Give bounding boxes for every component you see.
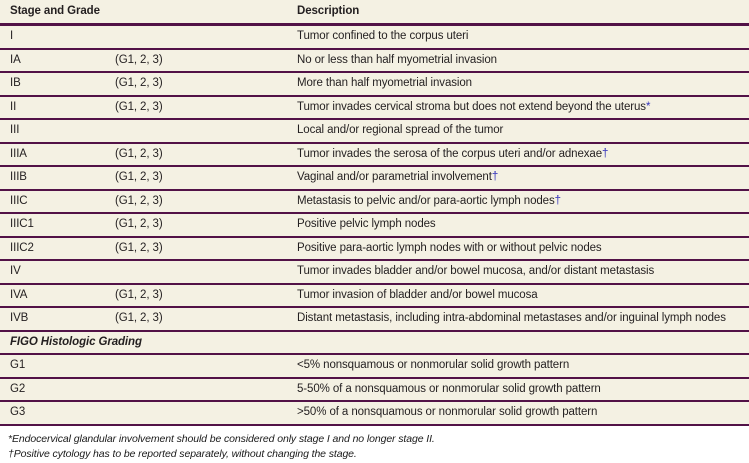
description-cell: Tumor invasion of bladder and/or bowel m… [297,283,749,308]
description-cell: Tumor confined to the corpus uteri [297,24,749,50]
stage-cell: III [0,119,115,144]
description-text: Tumor invasion of bladder and/or bowel m… [297,288,538,301]
stage-cell: IIIC1 [0,213,115,238]
grade-cell [115,24,298,50]
table-row: G1 <5% nonsquamous or nonmorular solid gr… [0,354,749,379]
description-cell: Positive pelvic lymph nodes [297,213,749,238]
stage-cell: IB [0,72,115,97]
description-text: Local and/or regional spread of the tumo… [297,124,504,137]
footnote-positive-cytology: †Positive cytology has to be reported se… [8,448,357,460]
description-text: More than half myometrial invasion [297,77,472,90]
grade-cell: (G1, 2, 3) [115,283,298,308]
grade-cell [115,354,298,379]
table-row: II (G1, 2, 3) Tumor invades cervical strom… [0,95,749,120]
section-header-row: FIGO Histologic Grading [0,330,749,355]
description-cell: 5-50% of a nonsquamous or nonmorular sol… [297,377,749,402]
stage-cell: IA [0,48,115,73]
grade-cell: (G1, 2, 3) [115,48,298,73]
grade-cell: (G1, 2, 3) [115,95,298,120]
grade-cell: (G1, 2, 3) [115,189,298,214]
column-header-description: Description [297,0,749,26]
footnotes: *Endocervical glandular involvement shou… [0,425,749,461]
description-text: Positive pelvic lymph nodes [297,218,436,231]
table-row: IIIB (G1, 2, 3) Vaginal and/or parametrial… [0,166,749,191]
stage-cell: IVB [0,307,115,332]
grade-cell: (G1, 2, 3) [115,213,298,238]
table-row: IIIA (G1, 2, 3) Tumor invades the serosa o… [0,142,749,167]
stage-cell: IIIC2 [0,236,115,261]
description-cell: Positive para-aortic lymph nodes with or… [297,236,749,261]
description-cell: No or less than half myometrial invasion [297,48,749,73]
grade-cell: (G1, 2, 3) [115,236,298,261]
table-row: I Tumor confined to the corpus uteri [0,24,749,50]
table-row: G3 >50% of a nonsquamous or nonmorular so… [0,401,749,426]
description-text: Distant metastasis, including intra-abdo… [297,312,726,325]
footnote-endocervical: *Endocervical glandular involvement shou… [8,432,435,445]
description-text: Tumor invades cervical stroma but does n… [297,100,646,113]
grade-cell: (G1, 2, 3) [115,72,298,97]
table-header-row: Stage and Grade Description [0,0,749,26]
description-cell: Tumor invades cervical stroma but does n… [297,95,749,120]
grade-cell [115,260,298,285]
table-row: IIIC (G1, 2, 3) Metastasis to pelvic and/o… [0,189,749,214]
footnote-marker: * [645,100,651,113]
grade-cell [115,119,298,144]
grade-cell [115,401,298,426]
description-cell: <5% nonsquamous or nonmorular solid grow… [297,354,749,379]
description-cell: Distant metastasis, including intra-abdo… [297,307,749,332]
stage-cell: IIIB [0,166,115,191]
table-row: IVA (G1, 2, 3) Tumor invasion of bladder a… [0,283,749,308]
stage-cell: IIIC [0,189,115,214]
description-cell: More than half myometrial invasion [297,72,749,97]
footnote-marker: † [491,171,499,184]
stage-cell: IVA [0,283,115,308]
description-text: Positive para-aortic lymph nodes with or… [297,241,602,254]
description-text: 5-50% of a nonsquamous or nonmorular sol… [297,382,601,395]
stage-cell: I [0,24,115,50]
table-row: IVB (G1, 2, 3) Distant metastasis, includi… [0,307,749,332]
stage-cell: IV [0,260,115,285]
stage-cell: II [0,95,115,120]
table-row: IIIC2 (G1, 2, 3) Positive para-aortic lymp… [0,236,749,261]
description-cell: Tumor invades bladder and/or bowel mucos… [297,260,749,285]
description-text: No or less than half myometrial invasion [297,53,497,66]
description-cell: Vaginal and/or parametrial involvement† [297,166,749,191]
table-row: IIIC1 (G1, 2, 3) Positive pelvic lymph nod… [0,213,749,238]
description-text: <5% nonsquamous or nonmorular solid grow… [297,359,570,372]
description-text: Tumor invades bladder and/or bowel mucos… [297,265,655,278]
description-text: Metastasis to pelvic and/or para-aortic … [297,194,555,207]
table-row: IV Tumor invades bladder and/or bowel muc… [0,260,749,285]
stage-cell: IIIA [0,142,115,167]
stage-cell: G3 [0,401,115,426]
table-row: G2 5-50% of a nonsquamous or nonmorular s… [0,377,749,402]
footnote-marker: † [602,147,609,160]
table-row: IA (G1, 2, 3) No or less than half myometr… [0,48,749,73]
stage-cell: G1 [0,354,115,379]
description-cell: >50% of a nonsquamous or nonmorular soli… [297,401,749,426]
grade-cell [115,377,298,402]
description-text: Vaginal and/or parametrial involvement [297,171,492,184]
table-row: IB (G1, 2, 3) More than half myometrial in… [0,72,749,97]
grade-cell: (G1, 2, 3) [115,142,298,167]
description-text: Tumor invades the serosa of the corpus u… [297,147,603,160]
staging-table-area: Stage and Grade Description I Tumor confi… [0,0,749,426]
footnote-marker: † [554,194,561,207]
description-cell: Local and/or regional spread of the tumo… [297,119,749,144]
description-cell: Metastasis to pelvic and/or para-aortic … [297,189,749,214]
stage-cell: G2 [0,377,115,402]
staging-table: Stage and Grade Description I Tumor confi… [0,0,749,426]
grade-cell: (G1, 2, 3) [115,166,298,191]
description-text: Tumor confined to the corpus uteri [297,30,469,43]
table-row: III Local and/or regional spread of the t… [0,119,749,144]
description-cell: Tumor invades the serosa of the corpus u… [297,142,749,167]
column-header-stage-and-grade: Stage and Grade [0,0,298,26]
section-header-label: FIGO Histologic Grading [0,330,749,355]
grade-cell: (G1, 2, 3) [115,307,298,332]
description-text: >50% of a nonsquamous or nonmorular soli… [297,406,598,419]
